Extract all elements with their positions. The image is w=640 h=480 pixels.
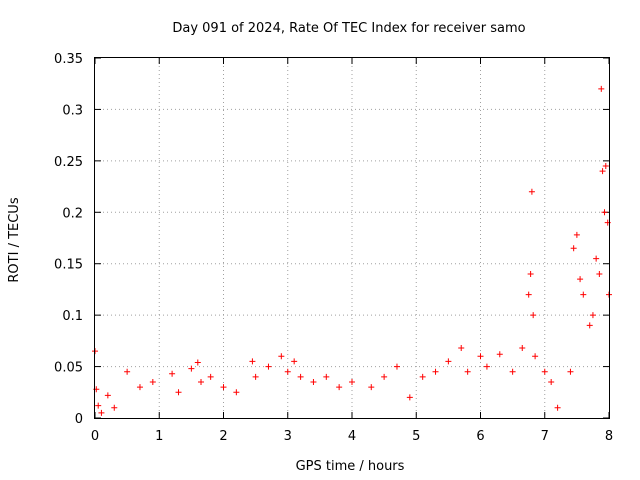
data-point <box>323 373 330 380</box>
data-point <box>573 231 580 238</box>
data-point <box>381 373 388 380</box>
data-point <box>265 363 272 370</box>
data-point <box>527 271 534 277</box>
data-point <box>570 245 577 252</box>
y-tick-label: 0 <box>75 412 83 427</box>
data-point <box>336 384 343 391</box>
y-tick-label: 0.05 <box>54 361 83 376</box>
data-point <box>175 389 182 396</box>
data-point <box>464 368 471 375</box>
data-point <box>149 379 156 385</box>
data-point <box>111 404 118 411</box>
data-point <box>419 373 426 380</box>
data-point <box>368 384 375 391</box>
data-point <box>207 373 214 380</box>
data-point <box>593 255 600 262</box>
data-point <box>233 389 240 396</box>
x-tick-label: 0 <box>91 429 99 444</box>
data-point <box>284 368 291 375</box>
x-tick-label: 7 <box>541 429 549 444</box>
y-tick-label: 0.35 <box>54 52 83 67</box>
data-point <box>445 358 452 365</box>
data-point <box>602 163 609 169</box>
data-point <box>509 368 516 375</box>
chart-title: Day 091 of 2024, Rate Of TEC Index for r… <box>172 21 525 36</box>
data-point <box>169 370 176 377</box>
data-point <box>188 365 195 372</box>
data-point <box>136 384 143 391</box>
x-tick-label: 2 <box>219 429 227 444</box>
data-point <box>310 379 317 385</box>
data-point <box>477 353 484 360</box>
y-tick-label: 0.15 <box>54 258 83 273</box>
data-point <box>278 353 285 360</box>
y-axis-label: ROTI / TECUs <box>7 197 22 282</box>
plot-frame <box>94 57 610 419</box>
data-point <box>548 379 555 385</box>
data-point <box>98 409 105 416</box>
data-point <box>596 271 603 277</box>
data-point <box>483 363 490 370</box>
data-point <box>586 322 593 329</box>
data-point <box>532 353 539 360</box>
x-tick-label: 6 <box>476 429 484 444</box>
y-tick-label: 0.3 <box>62 103 83 118</box>
data-point <box>194 359 201 366</box>
data-point <box>530 312 537 319</box>
grid-lines <box>95 58 609 418</box>
x-tick-label: 4 <box>348 429 356 444</box>
x-tick-label: 1 <box>155 429 163 444</box>
data-point <box>249 358 256 365</box>
data-point <box>541 368 548 375</box>
y-tick-label: 0.1 <box>62 309 83 324</box>
data-point <box>104 392 111 399</box>
x-tick-label: 5 <box>412 429 420 444</box>
x-tick-label: 8 <box>605 429 613 444</box>
data-point <box>297 373 304 380</box>
data-point <box>124 368 131 375</box>
data-point <box>589 312 596 319</box>
data-point <box>528 188 535 195</box>
data-point <box>525 291 532 298</box>
data-point <box>580 291 587 298</box>
data-point <box>496 351 503 358</box>
data-point <box>406 394 413 401</box>
data-point <box>220 384 227 391</box>
axis-ticks: 0 1 2 3 4 5 6 7 8 0 0.05 0.1 0.15 0.2 0.25 0.3 0.35 <box>54 52 613 444</box>
y-tick-label: 0.2 <box>62 206 83 221</box>
data-point <box>601 209 608 216</box>
data-point <box>432 368 439 375</box>
data-points <box>92 85 612 416</box>
data-point <box>252 373 259 380</box>
x-axis-label: GPS time / hours <box>296 459 405 474</box>
data-point <box>198 379 205 385</box>
data-point <box>95 402 102 409</box>
data-point <box>291 358 298 365</box>
x-tick-label: 3 <box>284 429 292 444</box>
data-point <box>554 404 561 411</box>
data-point <box>349 379 355 385</box>
data-point <box>598 85 605 92</box>
y-tick-label: 0.25 <box>54 155 83 170</box>
data-point <box>519 345 526 352</box>
data-point <box>577 276 584 283</box>
data-point <box>458 345 465 352</box>
data-point <box>393 363 400 370</box>
data-point <box>599 168 606 175</box>
data-point <box>567 368 574 375</box>
